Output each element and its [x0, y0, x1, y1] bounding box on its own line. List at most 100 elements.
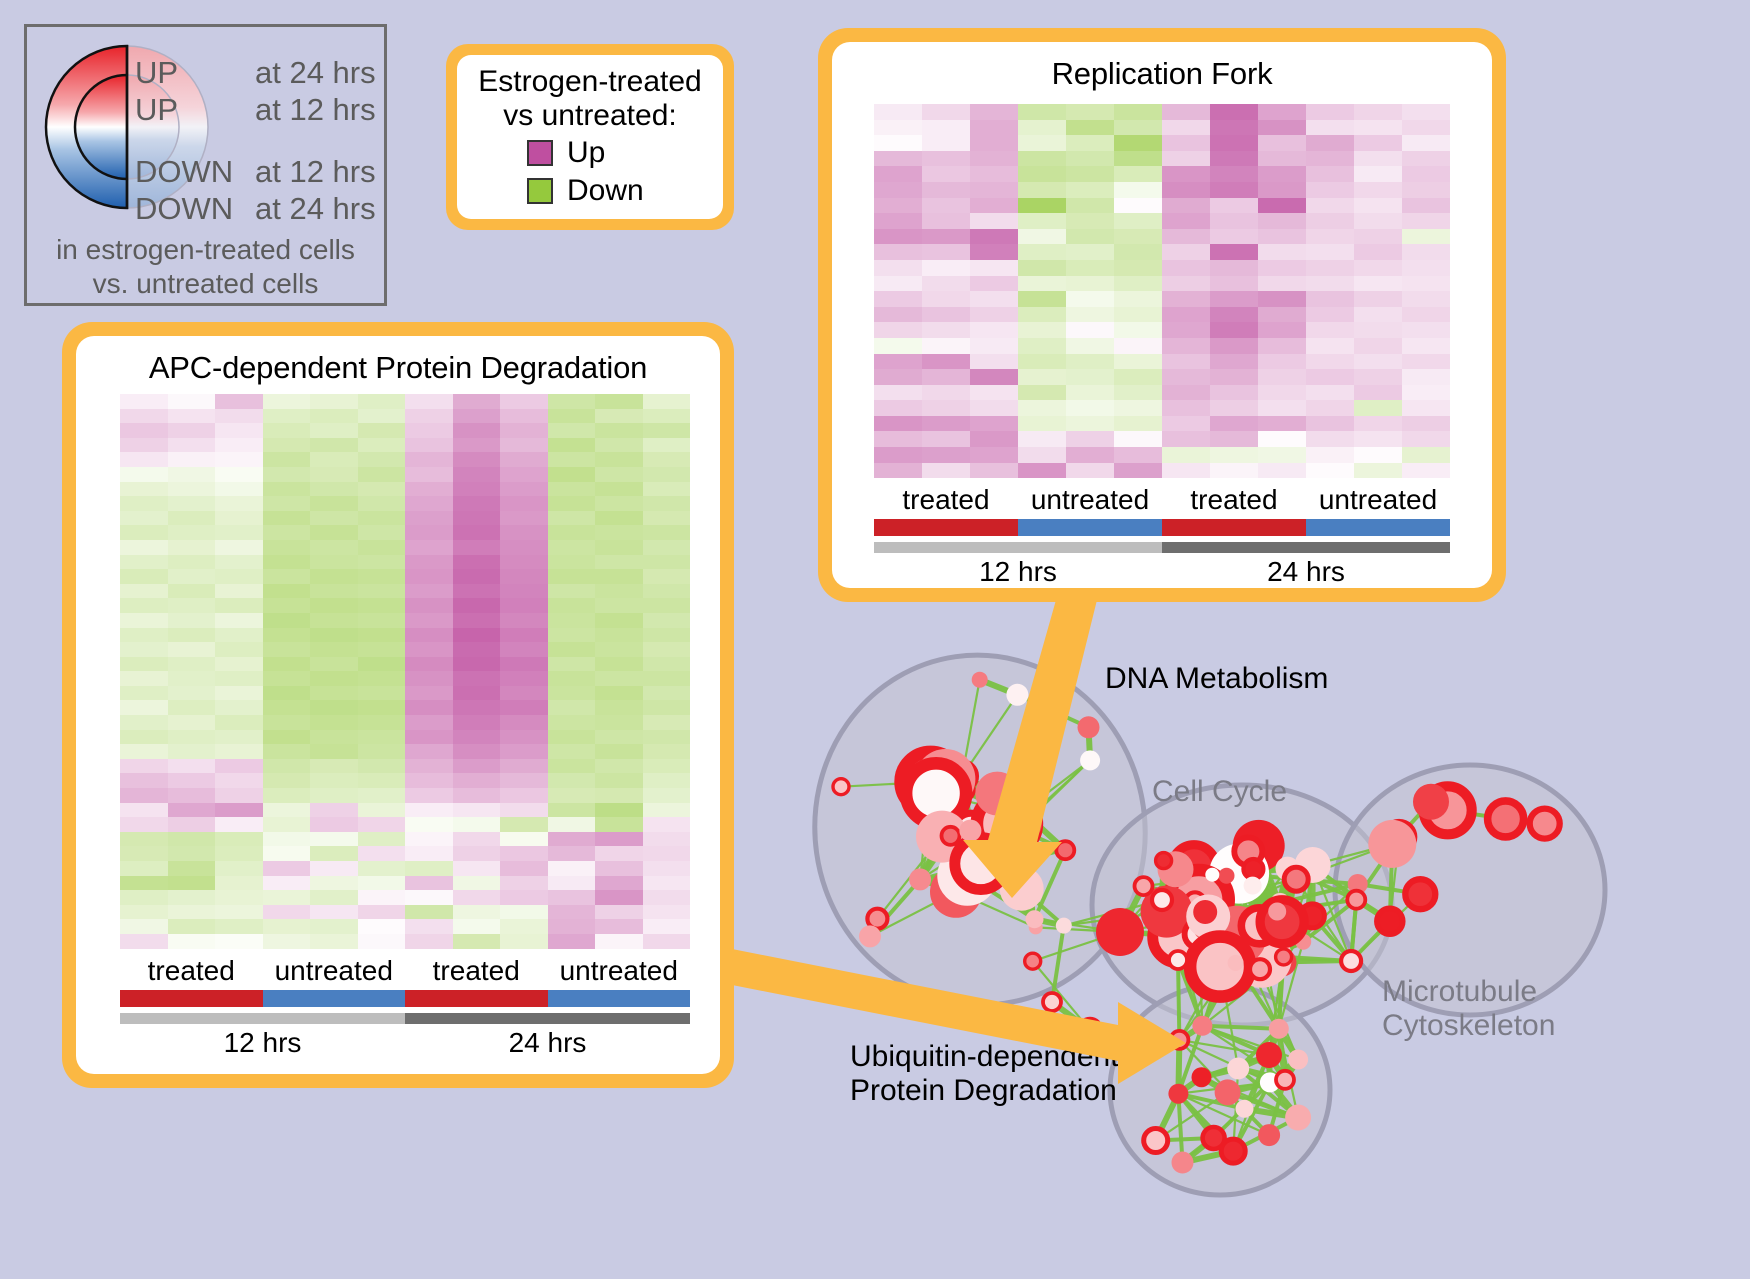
heatmap-cell [215, 437, 263, 453]
network-node[interactable] [1025, 910, 1044, 929]
network-node[interactable] [1227, 1057, 1250, 1080]
network-node[interactable] [1080, 750, 1101, 771]
network-node[interactable] [1218, 867, 1235, 884]
network-node[interactable] [1205, 867, 1220, 882]
heatmap-cell [1210, 119, 1258, 136]
network-node[interactable] [1192, 1015, 1213, 1036]
network-node[interactable] [1168, 1028, 1191, 1051]
network-node[interactable] [1345, 888, 1368, 911]
heatmap-cell [642, 671, 690, 686]
heatmap-group-label: treated [147, 954, 235, 986]
network-node[interactable] [1288, 1049, 1309, 1070]
network-node[interactable] [949, 832, 1013, 896]
heatmap-cell [500, 496, 548, 511]
heatmap-cell [215, 656, 263, 672]
network-node[interactable] [1338, 948, 1364, 974]
network-node[interactable] [959, 819, 982, 842]
network-node[interactable] [1193, 900, 1218, 924]
network-node[interactable] [1243, 876, 1262, 895]
network-node[interactable] [971, 671, 988, 688]
network-node[interactable] [1022, 951, 1043, 971]
heatmap-cell [1018, 150, 1066, 167]
network-node[interactable] [1483, 797, 1528, 841]
network-node[interactable] [975, 771, 1020, 816]
network-node[interactable] [909, 868, 932, 891]
network-node[interactable] [1268, 902, 1287, 921]
network-node[interactable] [1153, 850, 1174, 871]
network-node[interactable] [1413, 783, 1449, 820]
network-node[interactable] [939, 824, 962, 847]
network-node[interactable] [1235, 1099, 1254, 1118]
network-node[interactable] [1273, 947, 1294, 967]
network-node[interactable] [1274, 1068, 1296, 1091]
network-node[interactable] [1008, 806, 1042, 841]
heatmap-cell [167, 510, 215, 526]
heatmap-cell [595, 919, 643, 934]
network-node[interactable] [1149, 887, 1175, 913]
heatmap-cell [500, 802, 548, 818]
network-node[interactable] [1258, 1124, 1281, 1147]
network-node[interactable] [1227, 954, 1244, 971]
network-node[interactable] [1281, 864, 1311, 894]
heatmap-cell [120, 423, 168, 438]
network-node[interactable] [1402, 876, 1439, 913]
time-bar-segment [1162, 542, 1450, 554]
heatmap-cell [310, 496, 358, 511]
network-node[interactable] [831, 776, 851, 797]
heatmap-cell [452, 831, 500, 847]
heatmap-cell [547, 656, 595, 672]
network-node[interactable] [1096, 908, 1144, 956]
network-node[interactable] [859, 925, 881, 948]
heatmap-cell [310, 539, 358, 555]
network-node[interactable] [1268, 1018, 1289, 1039]
network-node[interactable] [1168, 1083, 1189, 1104]
heatmap-cell [500, 671, 548, 686]
network-node[interactable] [1132, 875, 1155, 898]
heatmap-cell [262, 612, 310, 628]
network-node[interactable] [1247, 957, 1273, 982]
network-node[interactable] [1347, 874, 1368, 894]
network-node[interactable] [1054, 839, 1077, 862]
network-node[interactable] [1041, 991, 1063, 1013]
heatmap-cell [1066, 431, 1114, 448]
network-node[interactable] [1241, 856, 1266, 882]
heatmap-cell [874, 181, 922, 198]
heatmap-cell [215, 554, 263, 570]
network-node[interactable] [1214, 1079, 1241, 1106]
heatmap-cell [642, 919, 690, 934]
network-node[interactable] [1218, 1136, 1248, 1166]
heatmap-cell [405, 554, 453, 570]
network-node[interactable] [1141, 1126, 1171, 1155]
network-node[interactable] [1374, 905, 1406, 937]
network-node[interactable] [1191, 1067, 1212, 1088]
network-node[interactable] [1200, 1124, 1227, 1152]
network-node[interactable] [1285, 1104, 1312, 1131]
heatmap-cell [120, 933, 168, 949]
network-node[interactable] [1077, 716, 1100, 739]
heatmap-cell [357, 715, 405, 730]
treatment-bar-segment [874, 519, 1018, 537]
heatmap-cell [215, 539, 263, 555]
heatmap-cell [874, 369, 922, 385]
heatmap-cell [120, 481, 168, 497]
heatmap-cell [1306, 119, 1354, 136]
heatmap-cell [1402, 150, 1450, 167]
heatmap-cell [1162, 369, 1210, 385]
heatmap-cell [500, 569, 548, 584]
heatmap-cell [167, 598, 215, 613]
network-node[interactable] [1167, 949, 1189, 971]
heatmap-cell [1066, 415, 1114, 432]
network-node[interactable] [1256, 1042, 1282, 1068]
heatmap-cell [215, 933, 263, 949]
network-node[interactable] [1171, 1151, 1194, 1174]
heatmap-cell [922, 135, 970, 151]
network-node[interactable] [1076, 1016, 1104, 1044]
heatmap-cell [357, 569, 405, 584]
network-node[interactable] [1368, 819, 1417, 868]
network-node[interactable] [1526, 805, 1563, 842]
network-node[interactable] [1055, 917, 1072, 934]
heatmap-cell [310, 598, 358, 613]
heatmap-cell [1354, 104, 1402, 120]
network-node[interactable] [1006, 683, 1029, 706]
heatmap-cell [595, 612, 643, 628]
